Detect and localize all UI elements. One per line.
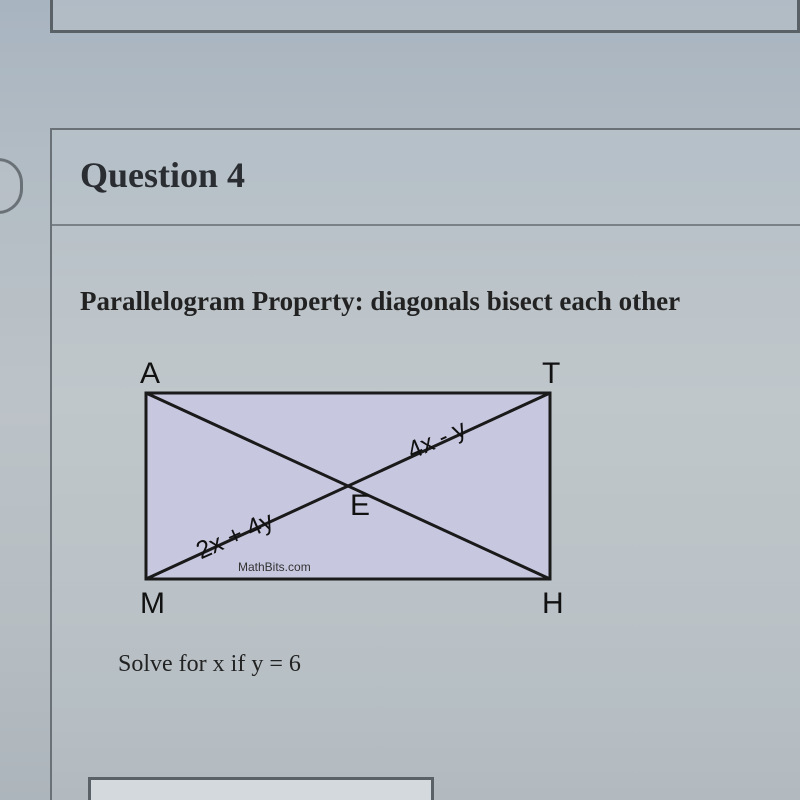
answer-input-box[interactable] [88,777,434,800]
svg-text:H: H [542,587,564,620]
parallelogram-diagram: ATMHE2x + 4y4x - yMathBits.com [118,347,772,627]
question-card: Question 4 Parallelogram Property: diago… [50,128,800,800]
card-header: Question 4 [52,130,800,226]
svg-text:E: E [350,489,370,522]
svg-text:M: M [140,587,165,620]
svg-text:T: T [542,357,560,390]
solve-prompt: Solve for x if y = 6 [118,651,772,678]
top-empty-box [50,0,800,33]
left-tab-arc [0,158,23,214]
svg-text:MathBits.com: MathBits.com [238,560,311,574]
property-statement: Parallelogram Property: diagonals bisect… [80,286,772,317]
svg-text:A: A [140,357,160,390]
geometry-svg: ATMHE2x + 4y4x - yMathBits.com [118,347,578,627]
card-body: Parallelogram Property: diagonals bisect… [52,226,800,698]
question-title: Question 4 [80,154,770,196]
